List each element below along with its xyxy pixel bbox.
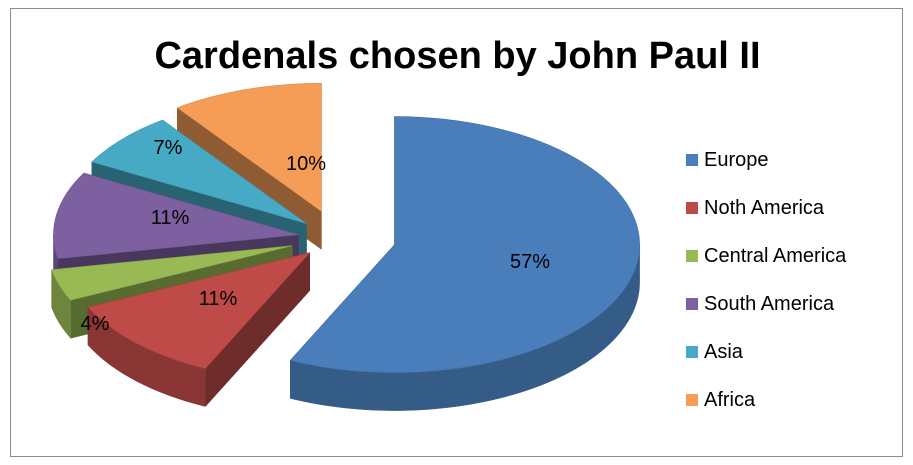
pie-slice-south-america — [53, 172, 299, 260]
chart-title: Cardenals chosen by John Paul II — [154, 35, 761, 77]
legend-label-south-america: South America — [704, 292, 835, 315]
legend-label-noth-america: Noth America — [704, 196, 825, 219]
pie-slice-noth-america — [87, 252, 311, 369]
legend-item-africa: Africa — [686, 376, 846, 424]
legend-item-noth-america: Noth America — [686, 184, 846, 232]
legend-label-central-america: Central America — [704, 244, 847, 267]
data-label-central-america: 4% — [81, 313, 110, 335]
legend-label-europe: Europe — [704, 148, 769, 171]
legend-swatch-europe — [686, 154, 698, 166]
legend-swatch-central-america — [686, 250, 698, 262]
legend-label-asia: Asia — [704, 340, 743, 363]
pie-slice-africa — [176, 82, 322, 212]
pie-slice-asia — [91, 119, 307, 224]
legend-item-south-america: South America — [686, 280, 846, 328]
data-label-africa: 10% — [286, 153, 326, 175]
chart-legend: Europe Noth America Central America South A… — [686, 136, 846, 424]
pie-slice-central-america — [51, 245, 293, 301]
legend-item-central-america: Central America — [686, 232, 846, 280]
legend-swatch-south-america — [686, 298, 698, 310]
legend-swatch-africa — [686, 394, 698, 406]
data-label-europe: 57% — [510, 251, 550, 273]
legend-swatch-noth-america — [686, 202, 698, 214]
data-label-noth-america: 11% — [199, 288, 238, 310]
legend-item-asia: Asia — [686, 328, 846, 376]
legend-swatch-asia — [686, 346, 698, 358]
pie-slice-tops — [51, 82, 640, 373]
data-label-asia: 7% — [154, 137, 183, 159]
legend-item-europe: Europe — [686, 136, 846, 184]
legend-label-africa: Africa — [704, 388, 756, 411]
pie-slice-europe — [289, 116, 640, 373]
data-label-south-america: 11% — [151, 207, 190, 229]
